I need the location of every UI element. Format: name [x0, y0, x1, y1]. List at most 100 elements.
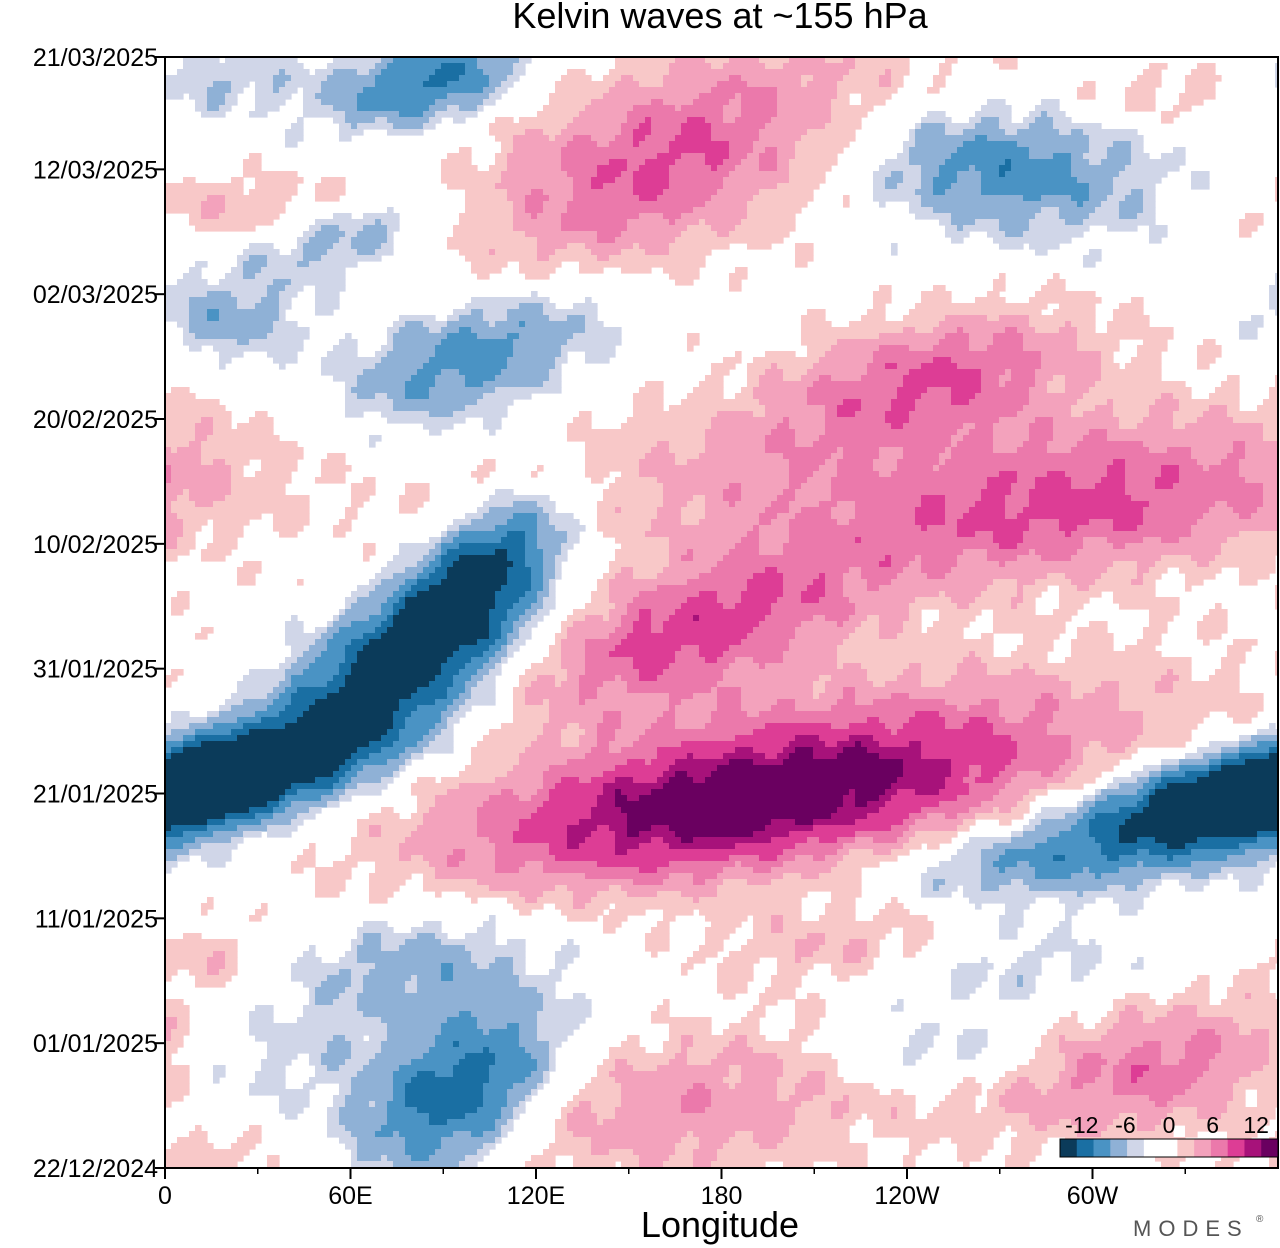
heat-cell [699, 1137, 730, 1144]
heat-cell [1137, 849, 1150, 856]
heat-cell [1059, 213, 1090, 220]
heat-cell [849, 321, 940, 328]
heat-cell [633, 663, 670, 670]
heat-cell [603, 183, 634, 190]
heat-cell [891, 579, 994, 586]
heat-cell [693, 387, 724, 394]
heat-cell [981, 957, 988, 964]
heat-cell [1107, 147, 1132, 154]
heat-cell [351, 1155, 358, 1162]
heat-cell [675, 135, 712, 142]
heat-cell [1065, 813, 1084, 820]
heat-cell [351, 849, 400, 856]
heat-cell [825, 1083, 874, 1090]
heat-cell [813, 441, 952, 448]
heat-cell [1257, 963, 1276, 970]
heat-cell [177, 69, 280, 76]
heat-cell [987, 549, 1030, 556]
heat-cell [1167, 855, 1174, 862]
heat-cell [783, 915, 802, 922]
heat-cell [891, 849, 910, 856]
heat-cell [189, 489, 232, 496]
heat-cell [1041, 819, 1078, 826]
heat-cell [249, 807, 274, 814]
heat-cell [813, 747, 844, 754]
heat-cell [591, 747, 610, 754]
heat-cell [567, 207, 694, 214]
heat-cell [1173, 417, 1198, 424]
heat-cell [831, 513, 856, 520]
heat-cell [717, 231, 730, 238]
heat-cell [441, 1023, 478, 1030]
heat-cell [567, 1119, 598, 1126]
heat-cell [1101, 1035, 1192, 1042]
heat-cell [459, 783, 544, 790]
heat-cell [441, 969, 454, 976]
heat-cell [897, 1107, 916, 1114]
heat-cell [681, 231, 718, 238]
heat-cell [321, 99, 358, 106]
heat-cell [1125, 543, 1222, 550]
heat-cell [561, 627, 568, 634]
heat-cell [291, 969, 340, 976]
heat-cell [921, 171, 940, 178]
heat-cell [225, 99, 238, 106]
heat-cell [825, 615, 850, 622]
heat-cell [675, 219, 700, 226]
heat-cell [357, 819, 424, 826]
heat-cell [1161, 1041, 1186, 1048]
heat-cell [255, 411, 268, 418]
heat-cell [957, 441, 994, 448]
heat-cell [411, 813, 424, 820]
heat-cell [645, 249, 670, 256]
heat-cell [795, 735, 820, 742]
heat-cell [1257, 1089, 1278, 1096]
heat-cell [909, 369, 982, 376]
heat-cell [405, 591, 418, 598]
heat-cell [1269, 723, 1276, 730]
heat-cell [261, 717, 298, 724]
heat-cell [945, 159, 1006, 166]
heat-cell [249, 1089, 310, 1096]
heat-cell [999, 1101, 1156, 1108]
heat-cell [315, 657, 346, 664]
heat-cell [177, 495, 190, 502]
heat-cell [993, 531, 1024, 538]
heat-cell [291, 963, 376, 970]
heat-cell [1107, 225, 1138, 232]
heat-cell [1077, 891, 1084, 898]
heat-cell [741, 945, 796, 952]
heat-cell [627, 225, 688, 232]
heat-cell [981, 879, 1012, 886]
heat-cell [171, 1029, 190, 1036]
heat-cell [387, 615, 394, 622]
heat-cell [1011, 1083, 1036, 1090]
heat-cell [597, 525, 652, 532]
heat-cell [717, 657, 736, 664]
heat-cell [387, 1155, 412, 1162]
heat-cell [315, 309, 334, 316]
heat-cell [603, 771, 664, 778]
heat-cell [459, 105, 478, 112]
heat-cell [849, 615, 868, 622]
heat-cell [681, 891, 718, 898]
heat-cell [837, 471, 880, 478]
heat-cell [549, 93, 604, 100]
heat-cell [165, 951, 214, 958]
heat-cell [1065, 657, 1192, 664]
heat-cell [957, 225, 964, 232]
heat-cell [747, 879, 772, 886]
heat-cell [825, 855, 844, 862]
heat-cell [921, 501, 946, 508]
heat-cell [435, 699, 454, 706]
heat-cell [1167, 1011, 1198, 1018]
heat-cell [939, 609, 982, 616]
heat-cell [585, 837, 616, 844]
heat-cell [339, 777, 352, 784]
heat-cell [699, 945, 724, 952]
heat-cell [1107, 1011, 1120, 1018]
heat-cell [1143, 807, 1278, 814]
heat-cell [801, 75, 814, 82]
heat-cell [519, 759, 568, 766]
heat-cell [789, 1035, 808, 1042]
